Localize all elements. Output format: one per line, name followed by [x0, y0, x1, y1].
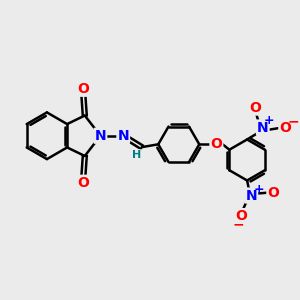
Text: O: O [279, 121, 291, 134]
Text: O: O [77, 82, 89, 96]
Text: −: − [233, 217, 244, 231]
Text: N: N [94, 129, 106, 143]
Text: N: N [117, 129, 129, 143]
Text: N: N [246, 189, 257, 202]
Text: O: O [249, 100, 261, 115]
Text: O: O [267, 186, 279, 200]
Text: N: N [257, 121, 269, 134]
Text: +: + [253, 182, 264, 196]
Text: O: O [210, 137, 222, 151]
Text: +: + [264, 114, 274, 127]
Text: O: O [236, 209, 247, 223]
Text: O: O [77, 176, 89, 190]
Text: −: − [287, 115, 299, 129]
Text: H: H [132, 150, 141, 160]
